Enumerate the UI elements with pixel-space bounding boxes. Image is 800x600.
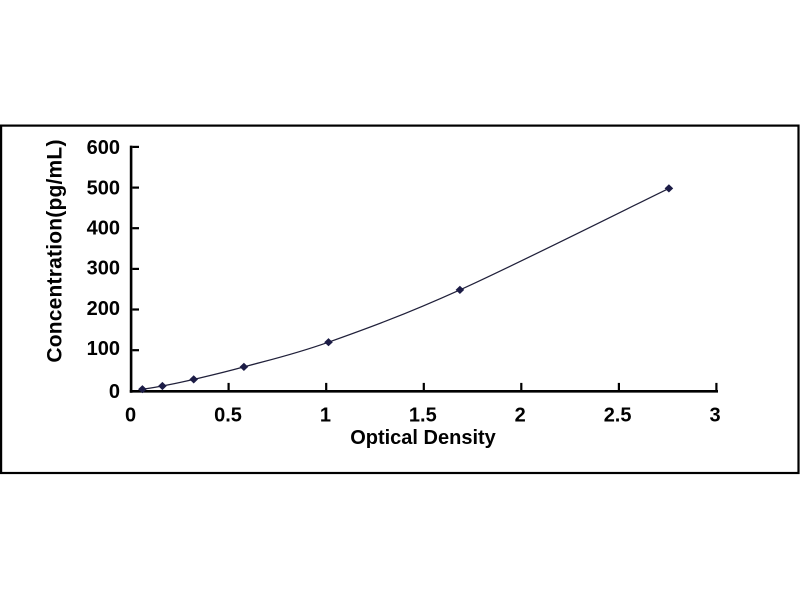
svg-text:1.5: 1.5 <box>409 405 437 427</box>
svg-text:0: 0 <box>125 405 136 427</box>
svg-text:2: 2 <box>515 405 526 427</box>
svg-text:Optical Density: Optical Density <box>350 427 496 449</box>
svg-text:300: 300 <box>87 258 120 280</box>
svg-text:3: 3 <box>709 405 720 427</box>
svg-text:100: 100 <box>87 338 120 360</box>
svg-text:0.5: 0.5 <box>214 405 242 427</box>
svg-text:200: 200 <box>87 298 120 320</box>
svg-text:0: 0 <box>109 381 120 403</box>
svg-text:2.5: 2.5 <box>604 405 632 427</box>
svg-text:400: 400 <box>87 218 120 240</box>
svg-text:500: 500 <box>87 177 120 199</box>
svg-text:Concentration(pg/mL): Concentration(pg/mL) <box>44 139 67 362</box>
svg-text:1: 1 <box>320 405 331 427</box>
svg-text:600: 600 <box>87 137 120 159</box>
